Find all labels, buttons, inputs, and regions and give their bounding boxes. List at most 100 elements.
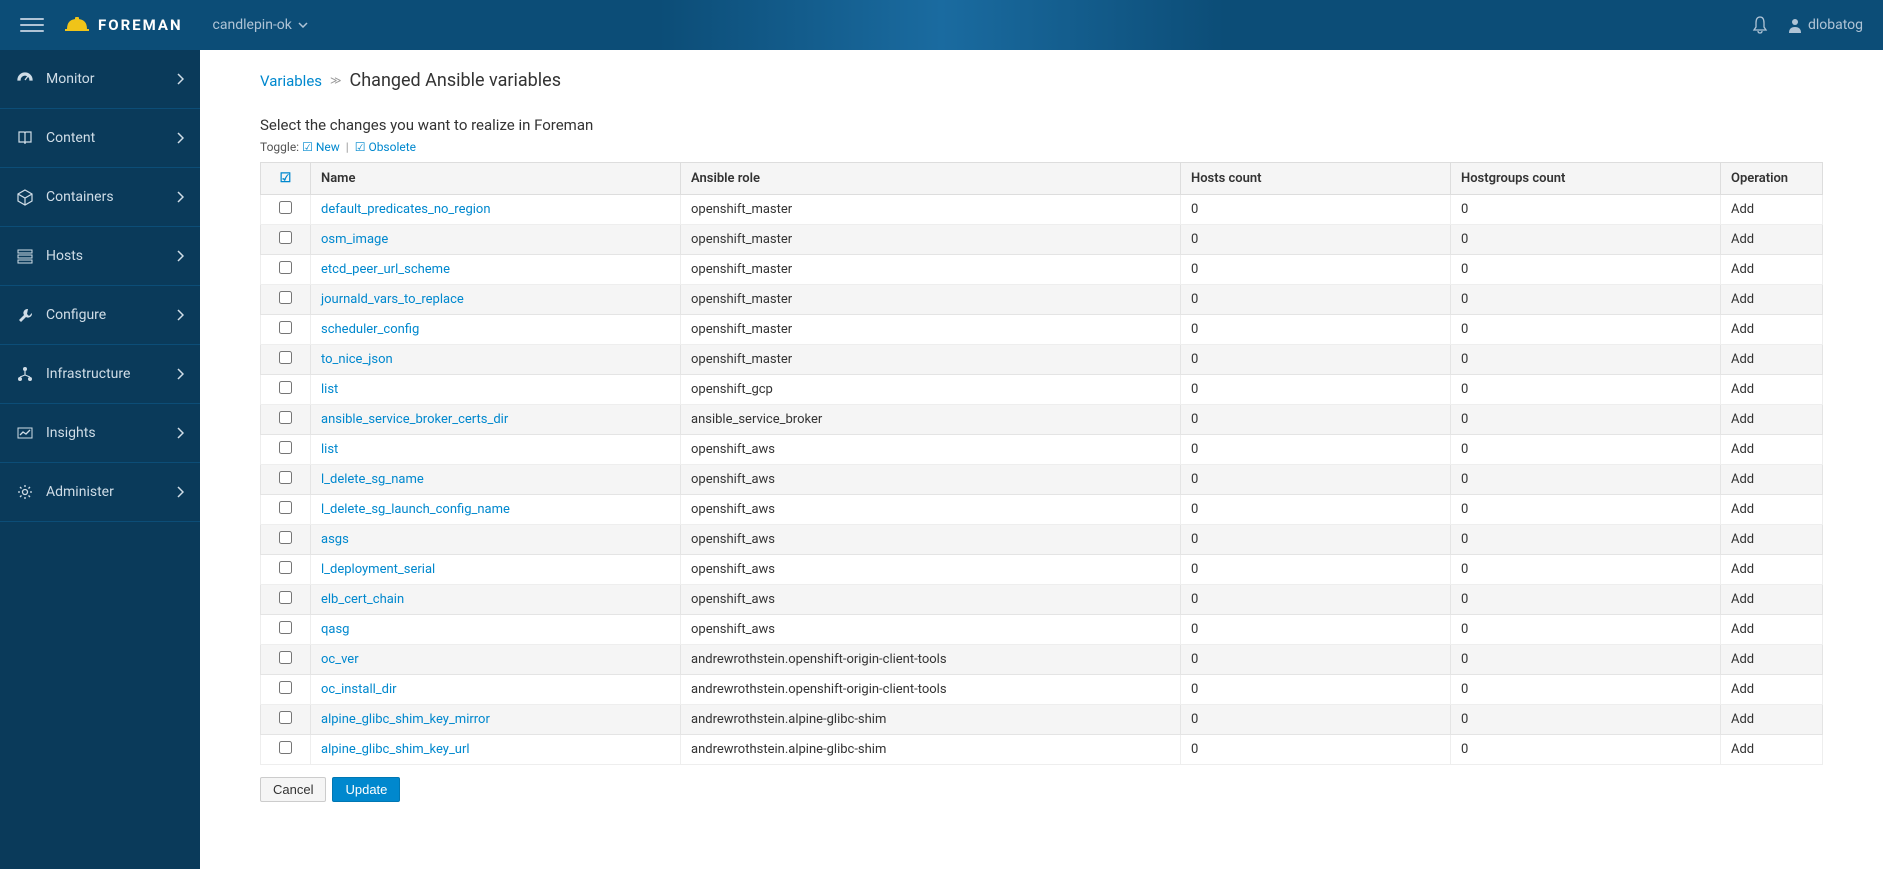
hostgroups-cell: 0	[1451, 615, 1721, 645]
org-switcher-label: candlepin-ok	[213, 17, 292, 33]
operation-cell: Add	[1721, 375, 1823, 405]
header-role: Ansible role	[681, 163, 1181, 195]
sidebar-item-content[interactable]: Content	[0, 109, 200, 168]
breadcrumb-current: Changed Ansible variables	[350, 70, 561, 91]
sidebar-item-label: Containers	[46, 189, 114, 205]
row-checkbox[interactable]	[279, 501, 292, 514]
org-switcher[interactable]: candlepin-ok	[213, 17, 308, 33]
variable-name-link[interactable]: asgs	[321, 532, 349, 547]
role-cell: openshift_aws	[681, 585, 1181, 615]
hosts-cell: 0	[1181, 285, 1451, 315]
row-checkbox[interactable]	[279, 711, 292, 724]
variable-name-link[interactable]: oc_ver	[321, 652, 359, 667]
row-checkbox[interactable]	[279, 231, 292, 244]
hostgroups-cell: 0	[1451, 375, 1721, 405]
hosts-cell: 0	[1181, 435, 1451, 465]
hostgroups-cell: 0	[1451, 735, 1721, 765]
variable-name-link[interactable]: oc_install_dir	[321, 682, 397, 697]
row-checkbox[interactable]	[279, 411, 292, 424]
hosts-cell: 0	[1181, 345, 1451, 375]
chevron-right-icon	[177, 427, 184, 439]
role-cell: openshift_master	[681, 315, 1181, 345]
variable-name-link[interactable]: alpine_glibc_shim_key_url	[321, 742, 470, 757]
check-square-icon: ☑	[302, 140, 313, 154]
row-checkbox[interactable]	[279, 471, 292, 484]
gear-icon	[16, 483, 34, 501]
table-row: oc_verandrewrothstein.openshift-origin-c…	[261, 645, 1823, 675]
sidebar-item-containers[interactable]: Containers	[0, 168, 200, 227]
hosts-cell: 0	[1181, 465, 1451, 495]
user-name: dlobatog	[1808, 17, 1863, 33]
hostgroups-cell: 0	[1451, 705, 1721, 735]
chevron-right-icon	[177, 132, 184, 144]
table-row: etcd_peer_url_schemeopenshift_master00Ad…	[261, 255, 1823, 285]
row-checkbox[interactable]	[279, 441, 292, 454]
row-checkbox[interactable]	[279, 651, 292, 664]
cancel-button[interactable]: Cancel	[260, 777, 326, 802]
variable-name-link[interactable]: elb_cert_chain	[321, 592, 404, 607]
variable-name-link[interactable]: alpine_glibc_shim_key_mirror	[321, 712, 490, 727]
operation-cell: Add	[1721, 495, 1823, 525]
sidebar-item-administer[interactable]: Administer	[0, 463, 200, 522]
header-hostgroups: Hostgroups count	[1451, 163, 1721, 195]
variable-name-link[interactable]: to_nice_json	[321, 352, 393, 367]
row-checkbox[interactable]	[279, 321, 292, 334]
row-checkbox[interactable]	[279, 531, 292, 544]
bell-icon[interactable]	[1752, 16, 1768, 34]
role-cell: openshift_aws	[681, 495, 1181, 525]
row-checkbox[interactable]	[279, 591, 292, 604]
operation-cell: Add	[1721, 195, 1823, 225]
row-checkbox[interactable]	[279, 561, 292, 574]
sidebar-item-monitor[interactable]: Monitor	[0, 50, 200, 109]
variable-name-link[interactable]: list	[321, 442, 338, 457]
variable-name-link[interactable]: osm_image	[321, 232, 388, 247]
sidebar-item-label: Administer	[46, 484, 114, 500]
table-row: oc_install_dirandrewrothstein.openshift-…	[261, 675, 1823, 705]
hosts-cell: 0	[1181, 675, 1451, 705]
user-icon	[1788, 17, 1802, 33]
role-cell: openshift_master	[681, 195, 1181, 225]
hosts-cell: 0	[1181, 195, 1451, 225]
hamburger-icon[interactable]	[20, 13, 44, 37]
hosts-cell: 0	[1181, 555, 1451, 585]
sidebar-item-configure[interactable]: Configure	[0, 286, 200, 345]
row-checkbox[interactable]	[279, 351, 292, 364]
variable-name-link[interactable]: etcd_peer_url_scheme	[321, 262, 450, 277]
variable-name-link[interactable]: l_deployment_serial	[321, 562, 435, 577]
role-cell: openshift_gcp	[681, 375, 1181, 405]
variable-name-link[interactable]: default_predicates_no_region	[321, 202, 491, 217]
variable-name-link[interactable]: list	[321, 382, 338, 397]
variable-name-link[interactable]: qasg	[321, 622, 349, 637]
row-checkbox[interactable]	[279, 381, 292, 394]
header-select-all[interactable]: ☑	[261, 163, 311, 195]
toggle-new-link[interactable]: ☑ New	[302, 140, 343, 154]
row-checkbox[interactable]	[279, 291, 292, 304]
variable-name-link[interactable]: ansible_service_broker_certs_dir	[321, 412, 508, 427]
hostgroups-cell: 0	[1451, 675, 1721, 705]
breadcrumb-parent[interactable]: Variables	[260, 72, 322, 90]
chevron-right-icon	[177, 309, 184, 321]
role-cell: openshift_master	[681, 345, 1181, 375]
hosts-cell: 0	[1181, 255, 1451, 285]
brand-logo[interactable]: FOREMAN	[64, 15, 183, 35]
hostgroups-cell: 0	[1451, 585, 1721, 615]
toggle-obsolete-link[interactable]: ☑ Obsolete	[355, 140, 416, 154]
variable-name-link[interactable]: l_delete_sg_name	[321, 472, 424, 487]
row-checkbox[interactable]	[279, 741, 292, 754]
sidebar-item-hosts[interactable]: Hosts	[0, 227, 200, 286]
hostgroups-cell: 0	[1451, 495, 1721, 525]
update-button[interactable]: Update	[332, 777, 400, 802]
sidebar-item-insights[interactable]: Insights	[0, 404, 200, 463]
sidebar-item-infrastructure[interactable]: Infrastructure	[0, 345, 200, 404]
variable-name-link[interactable]: journald_vars_to_replace	[321, 292, 464, 307]
top-navbar: FOREMAN candlepin-ok dlobatog	[0, 0, 1883, 50]
row-checkbox[interactable]	[279, 261, 292, 274]
operation-cell: Add	[1721, 675, 1823, 705]
role-cell: openshift_aws	[681, 615, 1181, 645]
row-checkbox[interactable]	[279, 201, 292, 214]
row-checkbox[interactable]	[279, 681, 292, 694]
row-checkbox[interactable]	[279, 621, 292, 634]
variable-name-link[interactable]: scheduler_config	[321, 322, 419, 337]
user-menu[interactable]: dlobatog	[1788, 17, 1863, 33]
variable-name-link[interactable]: l_delete_sg_launch_config_name	[321, 502, 510, 517]
